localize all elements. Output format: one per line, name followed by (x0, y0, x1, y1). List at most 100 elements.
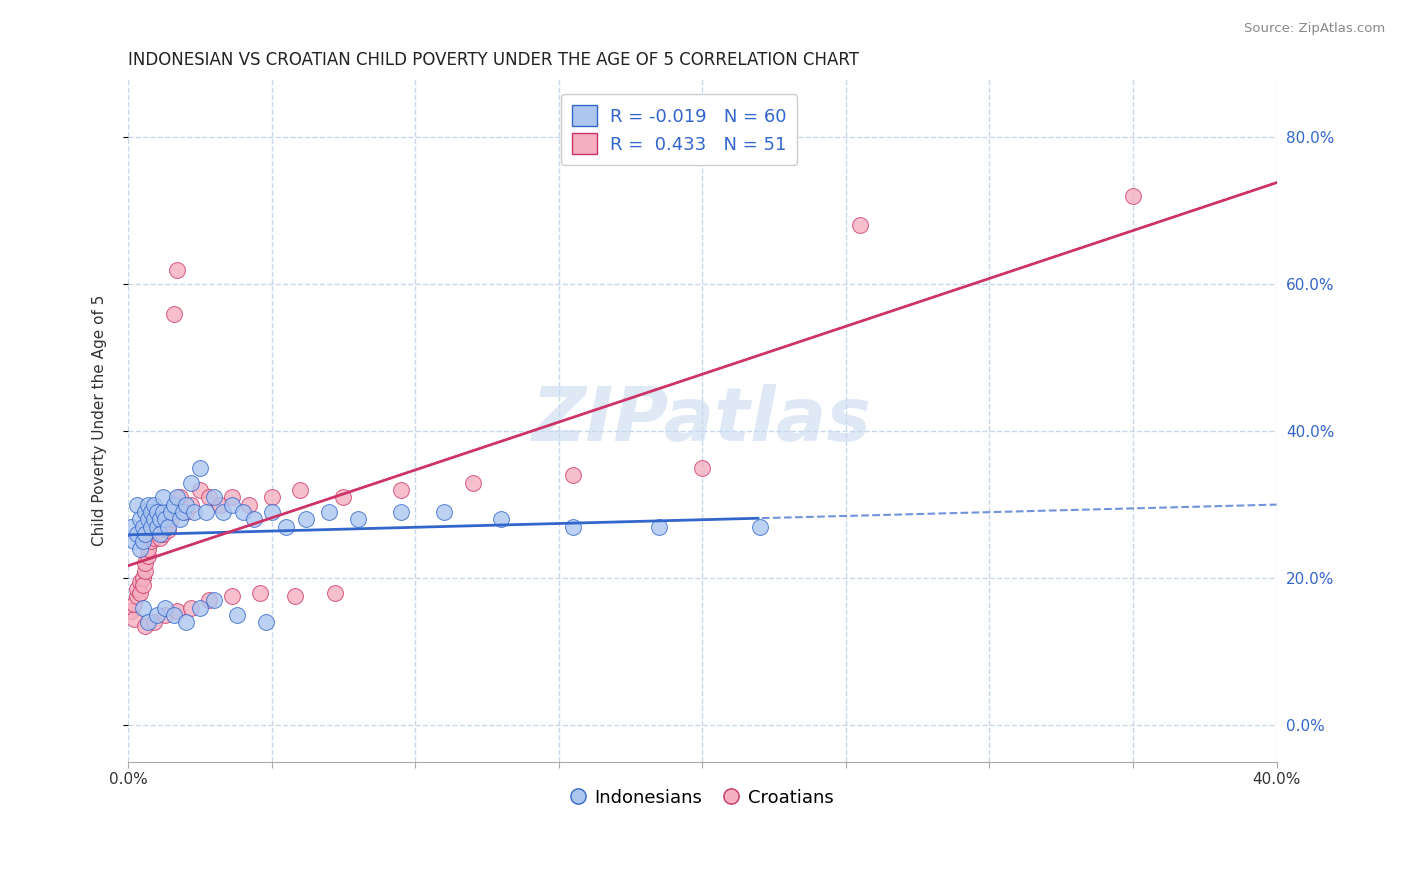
Point (172, 505, 194, 519)
Point (197, 491, 219, 505)
Point (433, 505, 456, 519)
Point (332, 491, 354, 505)
Point (143, 615, 166, 630)
Point (136, 541, 159, 556)
Point (155, 512, 177, 526)
Point (143, 512, 166, 526)
Point (208, 498, 231, 512)
Point (125, 590, 148, 604)
Point (136, 615, 159, 630)
Point (155, 519, 177, 533)
Point (260, 491, 283, 505)
Point (221, 498, 243, 512)
Point (139, 519, 162, 533)
Point (136, 512, 159, 526)
Point (226, 607, 249, 622)
Text: INDONESIAN VS CROATIAN CHILD POVERTY UNDER THE AGE OF 5 CORRELATION CHART: INDONESIAN VS CROATIAN CHILD POVERTY UND… (128, 51, 859, 69)
Point (125, 498, 148, 512)
Point (134, 557, 156, 571)
Point (122, 611, 145, 625)
Point (120, 604, 142, 618)
Point (254, 615, 277, 630)
Point (139, 505, 162, 519)
Point (134, 527, 156, 541)
Point (122, 597, 145, 611)
Point (389, 505, 412, 519)
Point (128, 586, 150, 600)
Point (120, 519, 142, 533)
Point (125, 527, 148, 541)
Point (180, 498, 202, 512)
Point (748, 519, 770, 533)
Point (131, 600, 153, 615)
Point (221, 590, 243, 604)
Point (122, 534, 145, 549)
Point (152, 491, 174, 505)
Point (290, 483, 312, 497)
Point (131, 578, 153, 592)
Point (152, 527, 174, 541)
Point (139, 527, 162, 541)
Text: Source: ZipAtlas.com: Source: ZipAtlas.com (1244, 22, 1385, 36)
Point (194, 505, 217, 519)
Point (163, 498, 186, 512)
Point (143, 531, 166, 545)
Point (128, 574, 150, 589)
Point (146, 519, 169, 533)
Point (188, 600, 211, 615)
Point (134, 564, 156, 578)
Point (202, 491, 225, 505)
Point (648, 519, 671, 533)
Text: ZIPatlas: ZIPatlas (533, 384, 872, 457)
Point (284, 590, 307, 604)
Point (155, 600, 177, 615)
Point (692, 461, 714, 475)
Point (166, 262, 188, 277)
Point (125, 582, 148, 596)
Point (461, 475, 484, 490)
Point (136, 498, 159, 512)
Point (389, 483, 412, 497)
Point (232, 505, 254, 519)
Point (157, 524, 180, 538)
Point (295, 512, 318, 526)
Point (134, 619, 156, 633)
Point (221, 491, 243, 505)
Point (849, 219, 872, 233)
Point (166, 604, 188, 618)
Point (163, 307, 186, 321)
Point (131, 571, 153, 585)
Point (174, 498, 197, 512)
Point (128, 541, 150, 556)
Point (139, 534, 162, 549)
Point (491, 512, 513, 526)
Point (146, 524, 169, 538)
Point (169, 512, 191, 526)
Point (202, 593, 225, 607)
Point (152, 505, 174, 519)
Point (149, 512, 172, 526)
Point (347, 512, 370, 526)
Point (238, 498, 260, 512)
Point (146, 505, 169, 519)
Point (174, 505, 197, 519)
Point (157, 519, 180, 533)
Point (260, 505, 283, 519)
Legend: Indonesians, Croatians: Indonesians, Croatians (564, 781, 841, 814)
Point (128, 512, 150, 526)
Point (166, 491, 188, 505)
Point (562, 468, 585, 483)
Point (180, 475, 202, 490)
Point (160, 505, 183, 519)
Point (188, 461, 211, 475)
Point (183, 505, 205, 519)
Point (163, 607, 186, 622)
Point (134, 505, 156, 519)
Point (169, 491, 191, 505)
Point (188, 483, 211, 497)
Point (131, 534, 153, 549)
Point (143, 498, 166, 512)
Point (249, 586, 271, 600)
Point (131, 519, 153, 533)
Point (149, 527, 172, 541)
